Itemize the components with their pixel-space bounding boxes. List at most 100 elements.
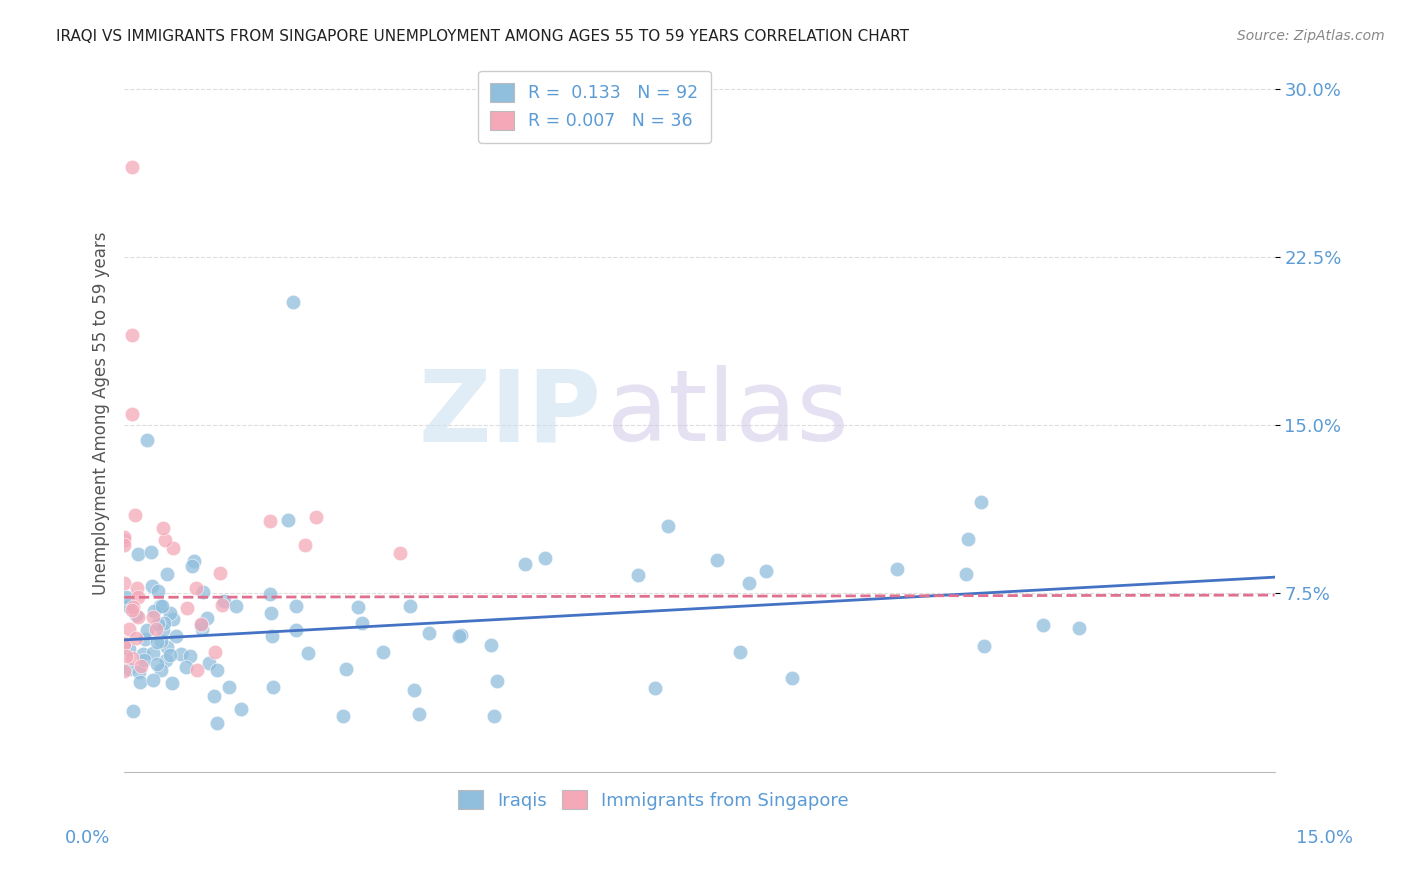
Point: [218, 681, 240, 695]
Point: [152, 520, 174, 534]
Point: [399, 599, 422, 613]
Point: [204, 645, 226, 659]
Point: [136, 623, 159, 637]
Point: [1032, 617, 1054, 632]
Point: [706, 552, 728, 566]
Point: [122, 600, 145, 615]
Point: [294, 538, 316, 552]
Point: [142, 604, 165, 618]
Point: [118, 662, 141, 676]
Point: [627, 567, 650, 582]
Point: [479, 639, 502, 653]
Point: [159, 607, 181, 621]
Point: [955, 567, 977, 582]
Point: [515, 558, 537, 572]
Point: [335, 661, 357, 675]
Point: [128, 665, 150, 680]
Point: [146, 635, 169, 649]
Point: [160, 676, 183, 690]
Point: [755, 564, 778, 578]
Point: [730, 645, 752, 659]
Legend: Iraqis, Immigrants from Singapore: Iraqis, Immigrants from Singapore: [450, 782, 856, 817]
Point: [125, 581, 148, 595]
Point: [482, 709, 505, 723]
Y-axis label: Unemployment Among Ages 55 to 59 years: Unemployment Among Ages 55 to 59 years: [93, 232, 110, 595]
Point: [191, 622, 214, 636]
Point: [118, 622, 141, 636]
Point: [179, 648, 201, 663]
Point: [156, 566, 179, 581]
Point: [284, 599, 307, 614]
Point: [195, 610, 218, 624]
Text: 0.0%: 0.0%: [65, 829, 110, 847]
Point: [644, 681, 666, 695]
Point: [169, 647, 191, 661]
Point: [211, 598, 233, 612]
Point: [205, 715, 228, 730]
Point: [184, 582, 207, 596]
Point: [174, 660, 197, 674]
Text: Source: ZipAtlas.com: Source: ZipAtlas.com: [1237, 29, 1385, 43]
Point: [162, 612, 184, 626]
Text: ZIP: ZIP: [419, 365, 602, 462]
Point: [212, 594, 235, 608]
Point: [485, 673, 508, 688]
Point: [141, 579, 163, 593]
Point: [149, 599, 172, 613]
Point: [657, 519, 679, 533]
Point: [152, 623, 174, 637]
Point: [165, 629, 187, 643]
Point: [121, 650, 143, 665]
Point: [112, 538, 135, 552]
Point: [139, 545, 162, 559]
Point: [150, 633, 173, 648]
Point: [284, 623, 307, 637]
Text: 15.0%: 15.0%: [1296, 829, 1353, 847]
Point: [117, 599, 139, 614]
Point: [198, 657, 221, 671]
Point: [183, 554, 205, 568]
Point: [159, 648, 181, 663]
Point: [186, 663, 208, 677]
Point: [305, 510, 328, 524]
Point: [122, 704, 145, 718]
Point: [404, 683, 426, 698]
Point: [132, 653, 155, 667]
Point: [153, 533, 176, 548]
Point: [973, 639, 995, 653]
Point: [389, 545, 412, 559]
Point: [132, 647, 155, 661]
Point: [418, 626, 440, 640]
Point: [112, 530, 135, 544]
Point: [145, 622, 167, 636]
Point: [231, 702, 253, 716]
Point: [121, 160, 143, 174]
Point: [259, 586, 281, 600]
Point: [260, 629, 283, 643]
Point: [350, 615, 373, 630]
Point: [115, 648, 138, 663]
Point: [155, 653, 177, 667]
Point: [408, 707, 430, 722]
Point: [127, 548, 149, 562]
Point: [205, 663, 228, 677]
Point: [153, 615, 176, 630]
Point: [262, 680, 284, 694]
Point: [297, 646, 319, 660]
Point: [127, 591, 149, 605]
Point: [191, 584, 214, 599]
Point: [112, 576, 135, 591]
Point: [332, 709, 354, 723]
Point: [260, 606, 283, 620]
Point: [259, 514, 281, 528]
Point: [142, 646, 165, 660]
Point: [450, 628, 472, 642]
Point: [118, 642, 141, 657]
Point: [886, 562, 908, 576]
Point: [125, 631, 148, 645]
Point: [150, 599, 173, 614]
Point: [121, 328, 143, 343]
Point: [190, 618, 212, 632]
Point: [371, 645, 394, 659]
Point: [176, 601, 198, 615]
